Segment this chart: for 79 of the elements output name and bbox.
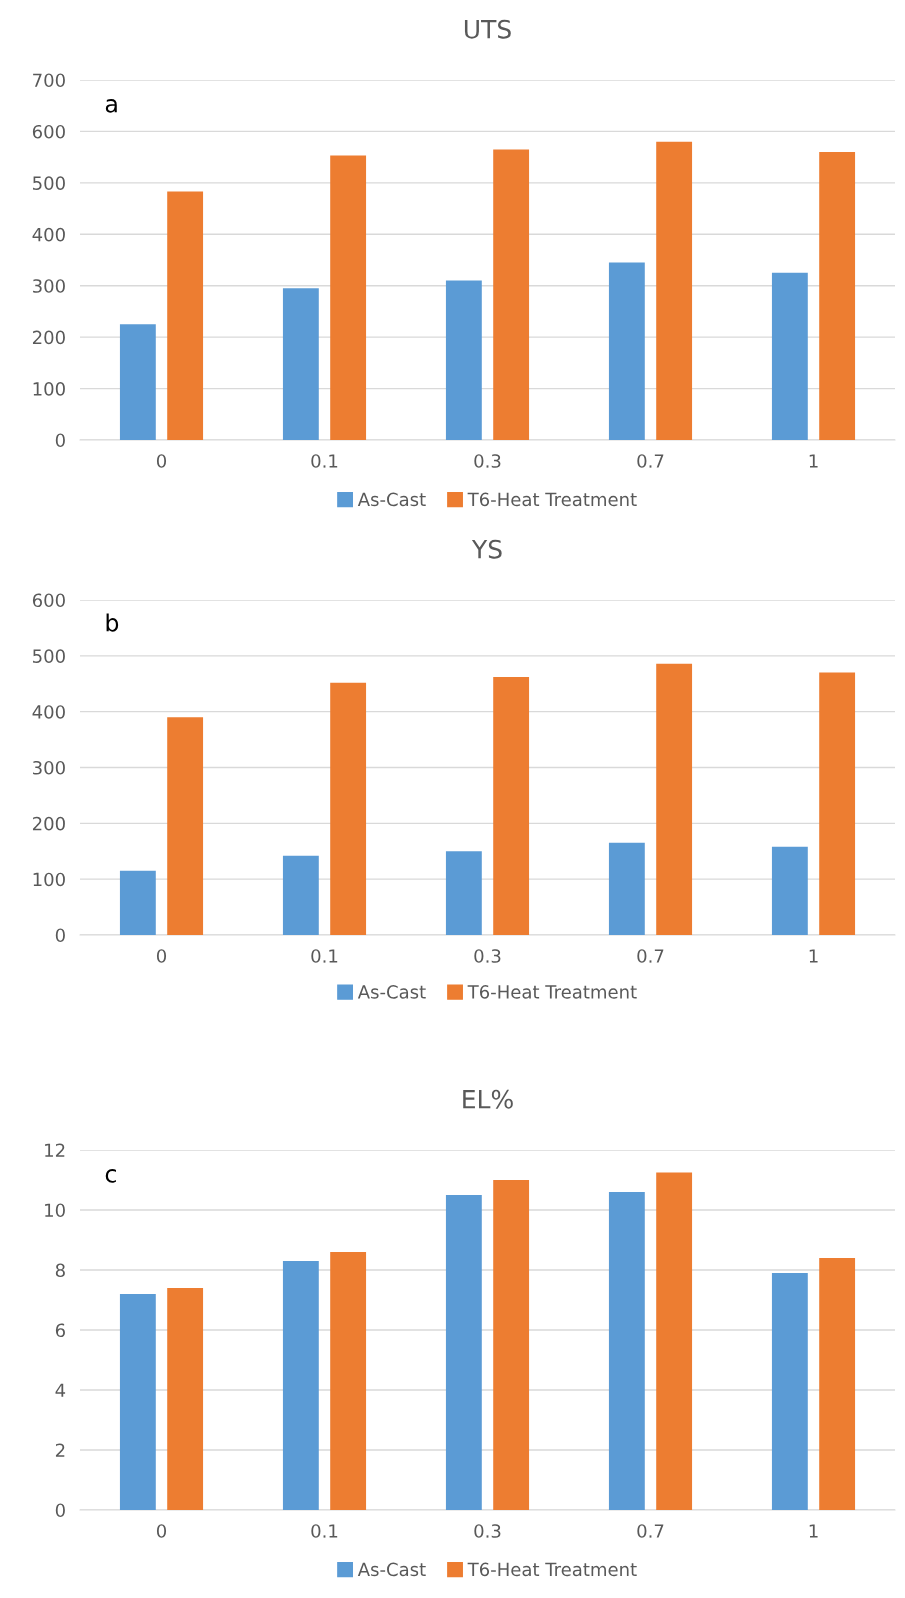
- legend-label: T6-Heat Treatment: [467, 1562, 637, 1577]
- bar: [445, 851, 482, 935]
- legend-label: T6-Heat Treatment: [467, 985, 637, 999]
- x-tick-label: 0: [156, 454, 167, 468]
- y-tick-label: 500: [33, 649, 65, 663]
- y-tick-label: 300: [33, 279, 65, 293]
- y-tick-label: 0: [55, 433, 65, 448]
- x-tick-label: 0: [156, 1524, 167, 1538]
- bar: [445, 1195, 482, 1510]
- bar: [119, 324, 156, 440]
- bar: [493, 149, 530, 440]
- y-tick-label: 100: [33, 382, 65, 396]
- bar: [656, 1172, 693, 1510]
- bar: [771, 846, 808, 935]
- x-tick-label: 0.3: [474, 454, 501, 468]
- y-tick-label: 300: [33, 760, 65, 775]
- bar: [445, 280, 482, 440]
- y-tick-label: 0: [55, 1503, 65, 1518]
- y-tick-label: 10: [45, 1203, 65, 1218]
- chart-title: UTS: [464, 19, 511, 39]
- bar: [493, 1180, 530, 1510]
- y-tick-label: 100: [33, 872, 65, 887]
- y-tick-label: 200: [32, 330, 65, 345]
- chart-title: YS: [471, 539, 502, 559]
- legend-label: As-Cast: [357, 985, 426, 999]
- x-tick-label: 1: [809, 949, 818, 963]
- bar: [330, 1252, 367, 1510]
- bar: [167, 1288, 204, 1510]
- bar: [819, 152, 856, 440]
- annotation: c: [105, 1169, 116, 1183]
- bar: [167, 191, 204, 440]
- x-tick-label: 0.1: [311, 949, 338, 963]
- bar: [167, 717, 204, 935]
- bar: [771, 1273, 808, 1510]
- bar: [819, 1258, 856, 1510]
- y-tick-label: 500: [33, 176, 65, 190]
- bar: [656, 141, 693, 440]
- bar: [119, 1294, 156, 1510]
- x-tick-label: 0.7: [637, 454, 664, 468]
- y-tick-label: 400: [32, 705, 65, 719]
- y-tick-label: 0: [55, 928, 65, 943]
- bar: [819, 672, 856, 935]
- y-tick-label: 6: [55, 1323, 65, 1338]
- legend-label: As-Cast: [357, 1562, 426, 1577]
- x-tick-label: 0.1: [311, 1524, 338, 1538]
- bar: [493, 677, 530, 935]
- bar: [608, 262, 645, 440]
- y-tick-label: 600: [32, 124, 65, 139]
- bar: [656, 663, 693, 935]
- bar: [119, 870, 156, 935]
- y-tick-label: 600: [32, 593, 65, 608]
- legend-label: As-Cast: [357, 492, 426, 507]
- y-tick-label: 400: [32, 227, 65, 242]
- x-tick-label: 1: [809, 454, 818, 468]
- bar: [608, 1192, 645, 1510]
- y-tick-label: 700: [33, 73, 65, 88]
- x-tick-label: 0.3: [474, 949, 501, 963]
- y-tick-label: 2: [55, 1443, 65, 1457]
- x-tick-label: 0.7: [637, 949, 664, 963]
- y-tick-label: 200: [32, 816, 65, 831]
- bar: [608, 842, 645, 935]
- x-tick-label: 0: [156, 949, 167, 963]
- bar: [282, 1261, 319, 1510]
- y-tick-label: 8: [55, 1263, 65, 1278]
- bar: [282, 855, 319, 935]
- annotation: a: [105, 99, 117, 113]
- y-tick-label: 4: [55, 1383, 66, 1397]
- x-tick-label: 0.7: [637, 1524, 664, 1538]
- legend-label: T6-Heat Treatment: [467, 492, 637, 507]
- x-tick-label: 0.1: [311, 454, 338, 468]
- bar: [330, 155, 367, 440]
- bar: [330, 682, 367, 935]
- chart-title: EL%: [463, 1089, 513, 1109]
- x-tick-label: 0.3: [474, 1524, 501, 1538]
- y-tick-label: 12: [45, 1143, 65, 1157]
- bar: [282, 288, 319, 440]
- bar: [771, 272, 808, 440]
- annotation: b: [106, 613, 119, 632]
- x-tick-label: 1: [809, 1524, 818, 1538]
